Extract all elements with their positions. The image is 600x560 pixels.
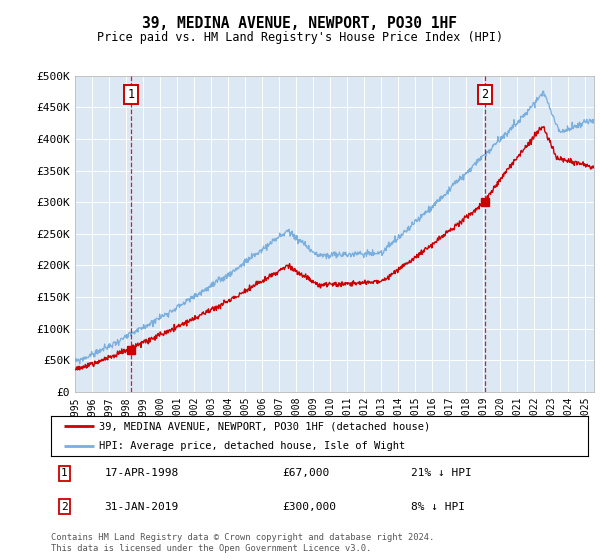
Text: £67,000: £67,000	[282, 468, 329, 478]
Text: Price paid vs. HM Land Registry's House Price Index (HPI): Price paid vs. HM Land Registry's House …	[97, 31, 503, 44]
Text: 8% ↓ HPI: 8% ↓ HPI	[411, 502, 465, 512]
Text: 1: 1	[61, 468, 68, 478]
Text: 2: 2	[481, 88, 488, 101]
Text: 39, MEDINA AVENUE, NEWPORT, PO30 1HF (detached house): 39, MEDINA AVENUE, NEWPORT, PO30 1HF (de…	[100, 421, 431, 431]
Text: 17-APR-1998: 17-APR-1998	[105, 468, 179, 478]
Text: £300,000: £300,000	[282, 502, 336, 512]
Text: 2: 2	[61, 502, 68, 512]
Text: HPI: Average price, detached house, Isle of Wight: HPI: Average price, detached house, Isle…	[100, 441, 406, 451]
Text: 31-JAN-2019: 31-JAN-2019	[105, 502, 179, 512]
Text: Contains HM Land Registry data © Crown copyright and database right 2024.
This d: Contains HM Land Registry data © Crown c…	[51, 533, 434, 553]
Text: 39, MEDINA AVENUE, NEWPORT, PO30 1HF: 39, MEDINA AVENUE, NEWPORT, PO30 1HF	[143, 16, 458, 31]
Text: 21% ↓ HPI: 21% ↓ HPI	[411, 468, 472, 478]
Text: 1: 1	[127, 88, 134, 101]
